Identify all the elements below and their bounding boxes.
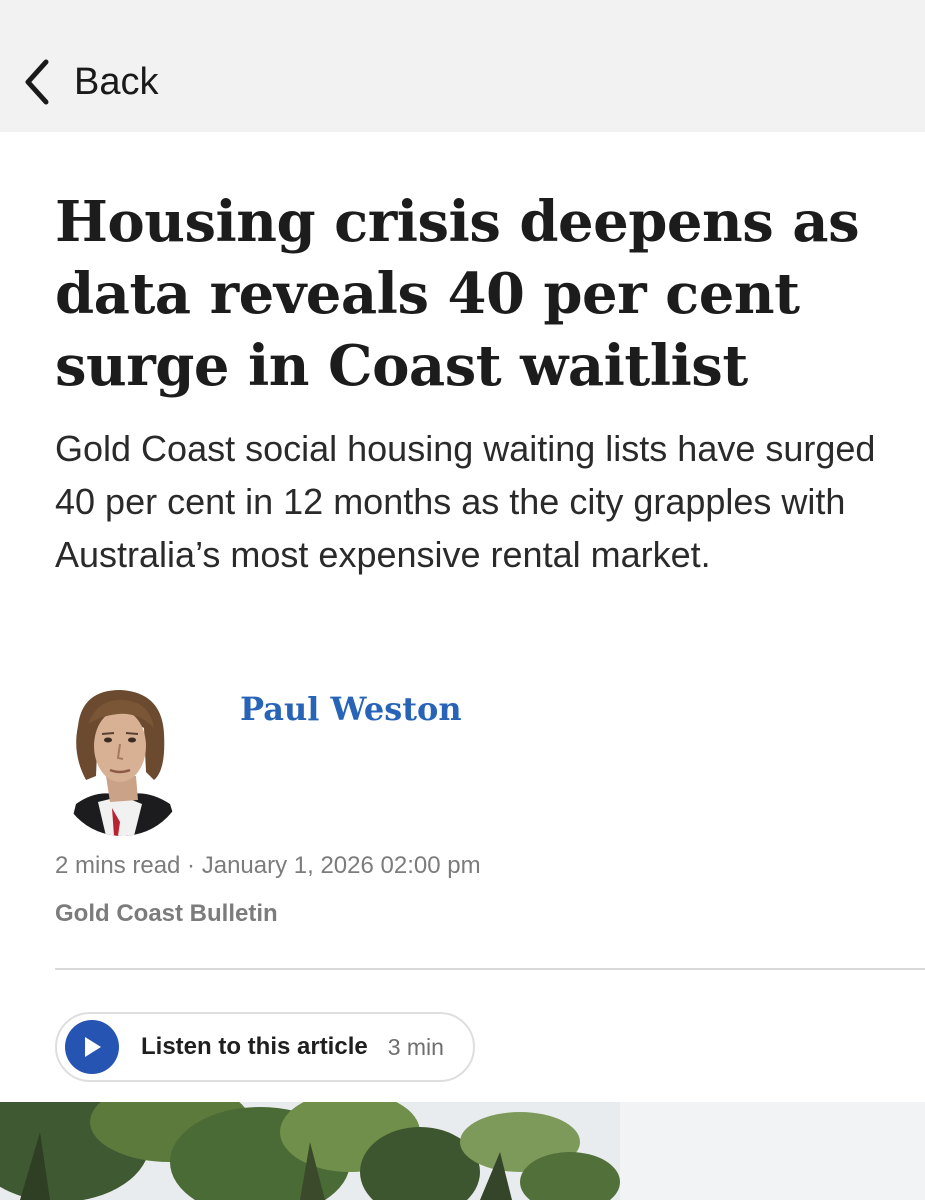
article-hero-image[interactable] — [0, 1102, 925, 1200]
listen-duration: 3 min — [387, 1033, 444, 1060]
article-standfirst: Gold Coast social housing waiting lists … — [55, 428, 876, 575]
play-icon — [65, 1020, 119, 1074]
chevron-left-icon — [25, 59, 49, 105]
author-avatar[interactable] — [58, 684, 186, 836]
divider — [55, 968, 925, 970]
back-label: Back — [74, 60, 159, 103]
publication-name: Gold Coast Bulletin — [55, 900, 278, 927]
listen-to-article-button[interactable]: Listen to this article 3 min — [55, 1012, 475, 1082]
article-headline: Housing crisis deepens as data reveals 4… — [55, 189, 860, 399]
listen-label: Listen to this article — [141, 1033, 368, 1060]
back-button[interactable]: Back — [22, 52, 158, 112]
top-nav-bar: Back — [0, 0, 925, 132]
author-name-link[interactable]: Paul Weston — [240, 690, 462, 728]
article-meta: 2 mins read · January 1, 2026 02:00 pm — [55, 852, 481, 879]
